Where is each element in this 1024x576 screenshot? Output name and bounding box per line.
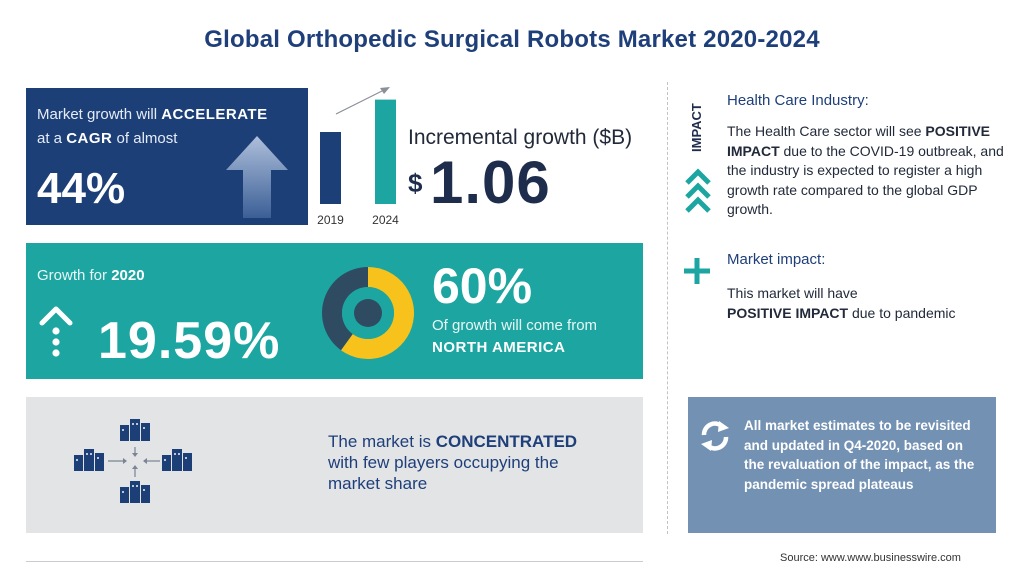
industry-text-part-1: The Health Care sector will see bbox=[727, 123, 926, 139]
cagr-line-2: at a CAGR of almost bbox=[37, 130, 177, 147]
region-desc: Of growth will come from bbox=[432, 317, 598, 334]
cagr-value: 44% bbox=[37, 164, 126, 213]
estimates-panel: All market estimates to be revisited and… bbox=[688, 397, 996, 533]
cagr-emphasis: CAGR bbox=[66, 130, 113, 147]
page-title: Global Orthopedic Surgical Robots Market… bbox=[204, 26, 820, 53]
donut-core bbox=[354, 299, 382, 327]
region-percent: 60% bbox=[432, 258, 533, 314]
column-divider bbox=[667, 82, 668, 534]
region-name: NORTH AMERICA bbox=[432, 339, 566, 356]
incremental-growth-label: Incremental growth ($B) bbox=[408, 126, 633, 149]
incremental-currency: $ bbox=[408, 168, 423, 198]
accelerate-emphasis: ACCELERATE bbox=[161, 106, 268, 123]
growth-2020-label: Growth for 2020 bbox=[37, 267, 145, 284]
plus-icon bbox=[684, 258, 710, 284]
market-impact-text: This market will have POSITIVE IMPACT du… bbox=[727, 283, 1019, 323]
dotted-up-arrow-icon bbox=[39, 306, 73, 357]
industry-title: Health Care Industry: bbox=[727, 92, 869, 109]
donut-slice-rest bbox=[322, 267, 368, 351]
up-arrow-icon bbox=[226, 136, 288, 218]
industry-text: The Health Care sector will see POSITIVE… bbox=[727, 122, 1019, 220]
cagr-line2-prefix: at a bbox=[37, 130, 63, 147]
growth-2020-panel: Growth for 2020 19.59% 60% Of growth wil… bbox=[26, 243, 643, 379]
estimates-text: All market estimates to be revisited and… bbox=[744, 418, 975, 492]
concentration-panel: The market is CONCENTRATED with few play… bbox=[26, 397, 643, 533]
concentration-prefix: The market is bbox=[328, 432, 431, 451]
source-note: Source: www.www.businesswire.com bbox=[780, 552, 961, 564]
market-positive-impact: POSITIVE IMPACT bbox=[727, 305, 849, 321]
cagr-line-1: Market growth will ACCELERATE bbox=[37, 106, 268, 123]
concentration-emphasis: CONCENTRATED bbox=[435, 432, 578, 451]
bar-2024 bbox=[375, 99, 396, 204]
concentration-text: The market is CONCENTRATED with few play… bbox=[328, 431, 577, 494]
concentration-line-3: market share bbox=[328, 474, 428, 493]
trend-line bbox=[335, 88, 387, 115]
industry-text-part-2: due to the COVID-19 outbreak, and the in… bbox=[727, 142, 1004, 218]
growth-2020-value: 19.59% bbox=[98, 312, 281, 370]
region-share-donut bbox=[322, 267, 414, 359]
incremental-growth-value: 1.06 bbox=[430, 149, 551, 216]
growth-label-year: 2020 bbox=[111, 267, 145, 284]
bottom-rule bbox=[26, 561, 643, 562]
bar-label-2024: 2024 bbox=[372, 213, 399, 227]
chevrons-up-icon bbox=[685, 168, 711, 213]
bar-2019 bbox=[320, 132, 341, 204]
market-impact-title: Market impact: bbox=[727, 251, 826, 268]
concentration-line-2: with few players occupying the bbox=[328, 453, 559, 472]
cagr-line2-suffix: of almost bbox=[116, 130, 178, 147]
trend-arrowhead-icon bbox=[380, 87, 390, 94]
impact-vertical-label: IMPACT bbox=[689, 103, 704, 152]
donut-slice-north-america bbox=[340, 267, 414, 359]
refresh-icon bbox=[701, 421, 729, 451]
bar-label-2019: 2019 bbox=[317, 213, 344, 227]
cagr-line1-prefix: Market growth will bbox=[37, 106, 158, 123]
industry-positive-impact: POSITIVE IMPACT bbox=[727, 123, 990, 159]
cagr-panel: Market growth will ACCELERATE at a CAGR … bbox=[26, 88, 308, 225]
growth-bars: 2019 2024 bbox=[317, 87, 399, 227]
players-network-icon bbox=[74, 419, 192, 503]
growth-label-prefix: Growth for bbox=[37, 267, 108, 284]
market-impact-part-1: This market will have bbox=[727, 285, 858, 301]
market-impact-part-2: due to pandemic bbox=[848, 305, 956, 321]
